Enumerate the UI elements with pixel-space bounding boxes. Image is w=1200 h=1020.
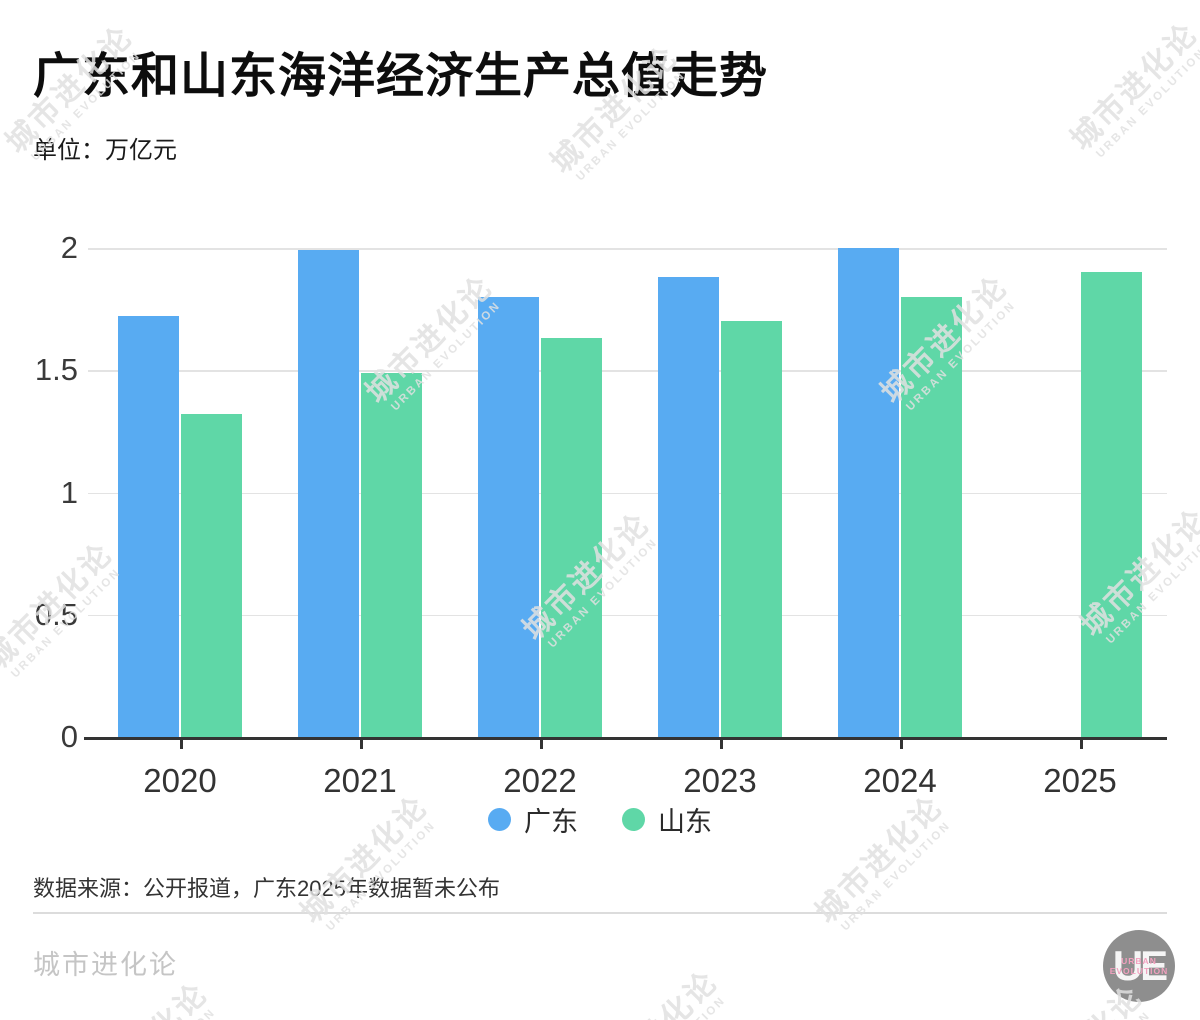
chart-legend: 广东 山东	[0, 801, 1200, 837]
bar-shandong-2023	[721, 321, 782, 737]
x-axis-tick-2024	[900, 739, 903, 749]
bar-shandong-2024	[901, 296, 962, 737]
x-axis-tick-2022	[540, 739, 543, 749]
legend-label-guangdong: 广东	[524, 806, 578, 837]
bar-guangdong-2023	[658, 277, 719, 737]
ue-logo: UE URBAN EVOLUTION	[1103, 930, 1175, 1002]
ue-logo-caption: URBAN EVOLUTION	[1103, 956, 1175, 976]
legend-dot-guangdong	[488, 807, 511, 831]
x-axis-line	[84, 737, 1167, 740]
gridline-y-2	[88, 248, 1167, 250]
ue-logo-caption-line1: URBAN	[1121, 956, 1157, 966]
y-axis-tick-label: 1	[60, 474, 78, 510]
ue-logo-monogram: UE	[1112, 942, 1168, 989]
legend-item-guangdong: 广东	[488, 800, 578, 839]
gridline-y-1.5	[88, 370, 1167, 372]
bar-guangdong-2021	[298, 250, 359, 737]
bar-guangdong-2024	[838, 248, 899, 737]
bar-guangdong-2022	[478, 296, 539, 737]
x-axis-tick-2025	[1080, 739, 1083, 749]
data-source-note: 数据来源：公开报道，广东2025年数据暂未公布	[33, 876, 500, 901]
x-axis-label-2023: 2023	[683, 762, 757, 799]
x-axis-label-2020: 2020	[143, 762, 217, 799]
y-axis-tick-label: 2	[60, 230, 78, 265]
gridline-y-0.5	[88, 614, 1167, 617]
bar-shandong-2025	[1081, 272, 1142, 737]
footer-divider	[33, 912, 1167, 914]
bar-shandong-2021	[361, 372, 422, 737]
y-axis-tick-label: 0.5	[34, 596, 78, 632]
bar-guangdong-2020	[118, 316, 179, 737]
x-axis-tick-2020	[180, 739, 183, 749]
gridline-y-1	[88, 492, 1167, 494]
x-axis-tick-2023	[720, 739, 723, 749]
brand-name: 城市进化论	[33, 950, 178, 980]
x-axis-label-2021: 2021	[323, 762, 397, 799]
x-axis-label-2025: 2025	[1043, 762, 1117, 799]
x-axis-tick-2021	[360, 739, 363, 749]
ue-logo-caption-line2: EVOLUTION	[1109, 966, 1169, 976]
legend-item-shandong: 山东	[622, 800, 712, 839]
x-axis-label-2024: 2024	[863, 762, 937, 799]
chart-title: 广东和山东海洋经济生产总值走势	[33, 50, 769, 103]
unit-label: 单位：万亿元	[33, 137, 177, 164]
legend-dot-shandong	[622, 807, 645, 831]
legend-label-shandong: 山东	[658, 806, 712, 837]
y-axis-tick-label: 1.5	[34, 352, 78, 388]
bar-shandong-2022	[541, 338, 602, 737]
x-axis-label-2022: 2022	[503, 762, 577, 799]
bar-shandong-2020	[181, 414, 242, 737]
y-axis-tick-label: 0	[60, 719, 78, 754]
